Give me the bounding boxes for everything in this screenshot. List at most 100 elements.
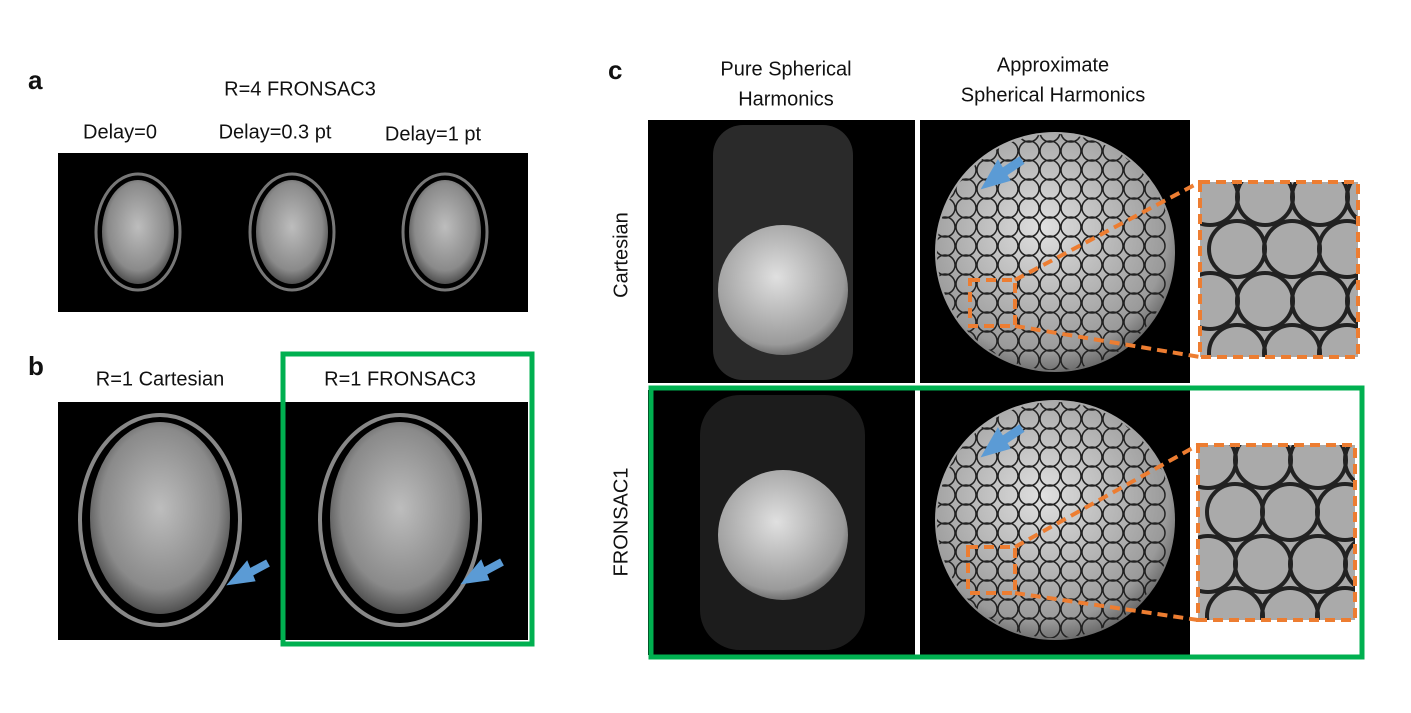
- ring: [955, 522, 977, 544]
- column-label: Pure Spherical: [720, 58, 851, 80]
- ring: [955, 503, 977, 525]
- ring: [1018, 311, 1040, 333]
- ring: [1060, 140, 1082, 162]
- ring: [1018, 178, 1040, 200]
- ring: [1018, 216, 1040, 238]
- ring: [1039, 503, 1061, 525]
- ring: [955, 235, 977, 257]
- ring: [955, 484, 977, 506]
- ring: [955, 178, 977, 200]
- ring: [976, 254, 998, 276]
- ring: [1018, 484, 1040, 506]
- panel-title: R=4 FRONSAC3: [224, 78, 376, 100]
- ring: [997, 292, 1019, 314]
- ring: [976, 503, 998, 525]
- ring: [1039, 446, 1061, 468]
- ring: [1039, 273, 1061, 295]
- ring: [1102, 503, 1124, 525]
- ring: [1123, 254, 1145, 276]
- ring: [1018, 159, 1040, 181]
- ring: [955, 446, 977, 468]
- panel-label: b: [28, 351, 44, 381]
- ring: [1081, 598, 1103, 620]
- zoom-indicators: [966, 180, 1360, 622]
- ring: [1039, 560, 1061, 582]
- ring: [1123, 579, 1145, 601]
- ring: [1144, 541, 1166, 563]
- ring: [1018, 408, 1040, 430]
- ring: [1039, 134, 1061, 143]
- ring: [1060, 254, 1082, 276]
- ring: [955, 216, 977, 238]
- ring: [1102, 484, 1124, 506]
- ring: [1102, 159, 1124, 181]
- ring: [997, 579, 1019, 601]
- column-label: Delay=0: [83, 121, 157, 143]
- ring: [1343, 445, 1355, 484]
- ring: [1081, 273, 1103, 295]
- ring: [1081, 349, 1103, 370]
- ring: [1039, 408, 1061, 430]
- ring: [1102, 560, 1124, 582]
- ring: [1372, 588, 1411, 644]
- ring: [1060, 134, 1082, 143]
- ring: [1039, 522, 1061, 544]
- ring: [1060, 216, 1082, 238]
- ring: [1039, 140, 1061, 162]
- ring: [1018, 522, 1040, 544]
- ring: [1081, 408, 1103, 430]
- ring: [1081, 522, 1103, 544]
- ring: [976, 311, 998, 333]
- ring: [1123, 503, 1145, 525]
- ring: [1081, 159, 1103, 181]
- ring: [976, 541, 998, 563]
- ring: [1123, 292, 1145, 314]
- ring: [997, 465, 1019, 487]
- ring: [1123, 235, 1145, 257]
- ring: [1018, 402, 1040, 411]
- ring: [1018, 617, 1040, 638]
- ring: [1123, 446, 1145, 468]
- ring: [1144, 503, 1166, 525]
- ring: [1060, 197, 1082, 219]
- ring: [1060, 598, 1082, 620]
- ring: [955, 292, 977, 314]
- ring: [1039, 427, 1061, 449]
- brain-images: [94, 172, 489, 292]
- ring: [1374, 325, 1411, 381]
- ring: [1018, 598, 1040, 620]
- ring: [976, 235, 998, 257]
- ring: [937, 235, 956, 257]
- ring: [1081, 446, 1103, 468]
- ring: [937, 273, 956, 295]
- ring: [1060, 541, 1082, 563]
- ring: [1018, 349, 1040, 370]
- ring: [976, 292, 998, 314]
- ring: [1060, 427, 1082, 449]
- column-label: Approximate: [997, 54, 1109, 76]
- ring: [976, 484, 998, 506]
- ring: [1039, 178, 1061, 200]
- ring: [1144, 216, 1166, 238]
- ring: [1060, 484, 1082, 506]
- ring: [955, 197, 977, 219]
- ring: [1081, 617, 1103, 638]
- ring: [937, 522, 956, 544]
- ring: [937, 216, 956, 238]
- ring: [1081, 254, 1103, 276]
- ring: [1081, 579, 1103, 601]
- ring: [997, 216, 1019, 238]
- phantom-images: [648, 120, 1411, 655]
- ring: [1060, 465, 1082, 487]
- ring: [1123, 311, 1145, 333]
- ring: [1102, 292, 1124, 314]
- ring: [1102, 254, 1124, 276]
- ring: [1060, 446, 1082, 468]
- ring: [1081, 402, 1103, 411]
- ring: [976, 579, 998, 601]
- ring: [1102, 446, 1124, 468]
- column-label: Harmonics: [738, 88, 834, 110]
- ring: [997, 503, 1019, 525]
- ring: [1081, 560, 1103, 582]
